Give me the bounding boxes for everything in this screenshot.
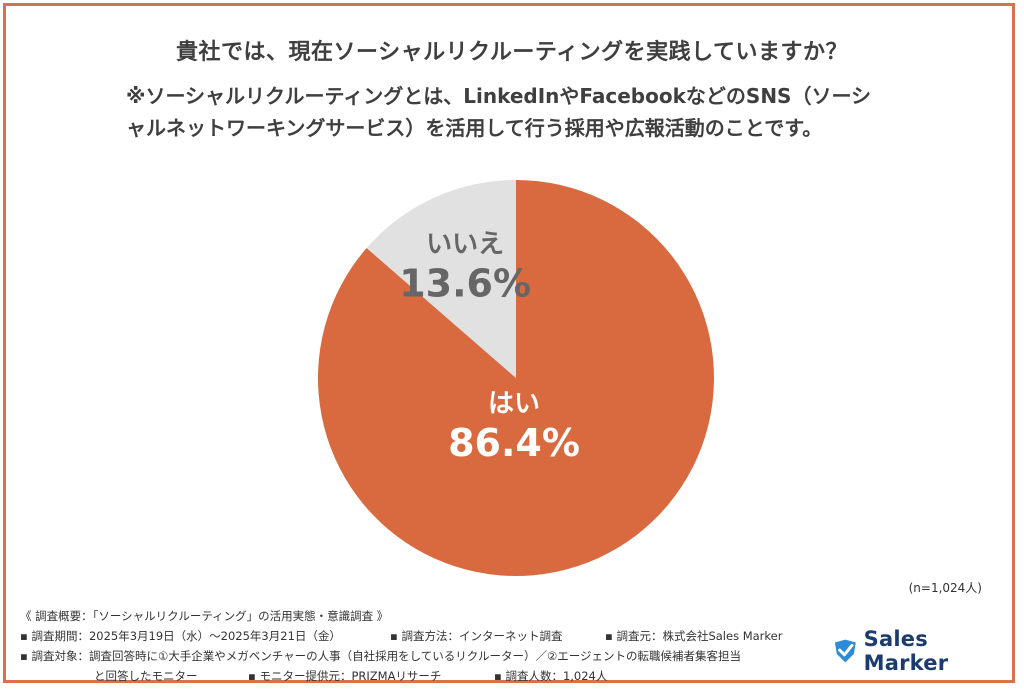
chart-frame: 貴社では、現在ソーシャルリクルーティングを実践していますか？ ※ソーシャルリクル… bbox=[3, 3, 1015, 683]
pie-slice-label-1: はい bbox=[488, 389, 540, 419]
summary-target: ▪ 調査対象：調査回答時に①大手企業やメガベンチャーの人事（自社採用をしているリ… bbox=[20, 649, 742, 663]
sample-size-label: (n=1,024人) bbox=[908, 581, 982, 595]
pie-slice-label-2: いいえ bbox=[426, 229, 504, 259]
sales-marker-logo-icon bbox=[834, 639, 856, 663]
definition-note-line-2: ャルネットワーキングサービス）を活用して行う採用や広報活動のことです。 bbox=[126, 116, 823, 140]
summary-period: ▪ 調査期間：2025年3月19日（水）〜2025年3月21日（金） bbox=[20, 629, 341, 643]
summary-count: ▪ 調査人数：1,024人 bbox=[494, 669, 608, 683]
summary-source: ▪ 調査元：株式会社Sales Marker bbox=[605, 629, 783, 643]
summary-heading: 《 調査概要：「ソーシャルリクルーティング」の活用実態・意識調査 》 bbox=[20, 609, 389, 623]
survey-summary: 《 調査概要：「ソーシャルリクルーティング」の活用実態・意識調査 》 ▪ 調査期… bbox=[20, 606, 860, 686]
summary-provider: ▪ モニター提供元：PRIZMAリサーチ bbox=[248, 669, 442, 683]
pie-slice-2 bbox=[366, 180, 516, 378]
logo-text: Sales Marker bbox=[863, 627, 949, 675]
chart-title: 貴社では、現在ソーシャルリクルーティングを実践していますか？ bbox=[176, 40, 848, 65]
sales-marker-logo: Sales Marker bbox=[833, 627, 1012, 675]
pie-slice-value-1: 86.4% bbox=[448, 421, 580, 465]
summary-target-cont: と回答したモニター bbox=[94, 669, 198, 683]
definition-note-line-1: ※ソーシャルリクルーティングとは、LinkedInやFacebookなどのSNS… bbox=[126, 84, 872, 108]
definition-note: ※ソーシャルリクルーティングとは、LinkedInやFacebookなどのSNS… bbox=[126, 80, 926, 144]
pie-slice-value-2: 13.6% bbox=[399, 261, 531, 305]
summary-method: ▪ 調査方法：インターネット調査 bbox=[390, 629, 563, 643]
